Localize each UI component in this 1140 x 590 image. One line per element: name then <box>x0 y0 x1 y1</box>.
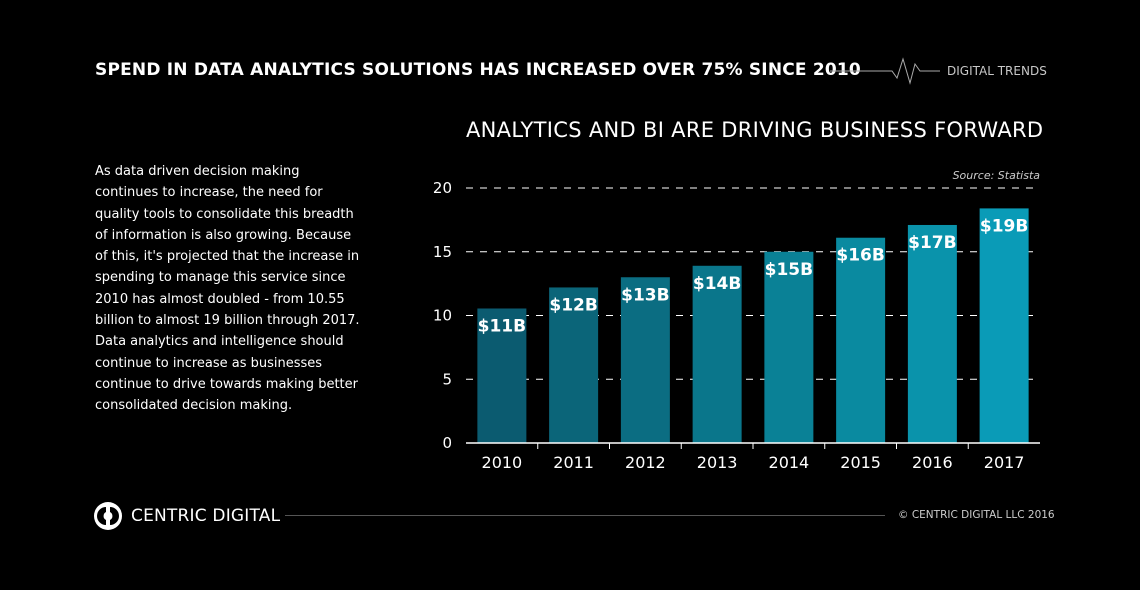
data-label: $13B <box>621 285 669 305</box>
y-tick-label: 15 <box>433 243 452 261</box>
data-label: $15B <box>765 260 813 280</box>
data-label: $12B <box>549 295 597 315</box>
y-tick-label: 0 <box>442 434 452 452</box>
centric-digital-logo-icon <box>94 502 122 530</box>
chart-source: Source: Statista <box>952 169 1040 182</box>
x-tick-label: 2012 <box>625 453 666 472</box>
bar-2014 <box>764 251 814 443</box>
bar-2015 <box>836 237 886 443</box>
data-label: $11B <box>478 316 526 336</box>
bar-2012 <box>620 277 670 443</box>
x-tick-label: 2010 <box>482 453 523 472</box>
bar-2013 <box>692 265 742 443</box>
bar-2016 <box>907 224 957 443</box>
footer-divider <box>285 515 885 516</box>
headline: SPEND IN DATA ANALYTICS SOLUTIONS HAS IN… <box>95 60 861 80</box>
bar-2010 <box>477 308 527 443</box>
y-tick-label: 20 <box>433 179 452 197</box>
data-label: $14B <box>693 274 741 294</box>
chart-title: ANALYTICS AND BI ARE DRIVING BUSINESS FO… <box>466 118 1044 142</box>
section-label: DIGITAL TRENDS <box>947 64 1047 78</box>
x-tick-label: 2015 <box>840 453 881 472</box>
bar-2017 <box>979 208 1029 443</box>
x-tick-label: 2014 <box>769 453 810 472</box>
copyright: © CENTRIC DIGITAL LLC 2016 <box>898 509 1055 521</box>
x-tick-label: 2013 <box>697 453 738 472</box>
data-label: $17B <box>908 233 956 253</box>
body-text: As data driven decision making continues… <box>95 164 360 414</box>
data-label: $19B <box>980 216 1028 236</box>
bar-2011 <box>549 287 599 443</box>
x-tick-label: 2017 <box>984 453 1025 472</box>
data-label: $16B <box>836 246 884 266</box>
brand-name: CENTRIC DIGITAL <box>131 506 281 526</box>
x-tick-label: 2011 <box>553 453 594 472</box>
brand-logo[interactable]: CENTRIC DIGITAL <box>93 501 280 531</box>
heartbeat-line-icon <box>830 57 940 85</box>
x-tick-label: 2016 <box>912 453 953 472</box>
y-tick-label: 10 <box>433 307 452 325</box>
y-tick-label: 5 <box>442 370 452 388</box>
